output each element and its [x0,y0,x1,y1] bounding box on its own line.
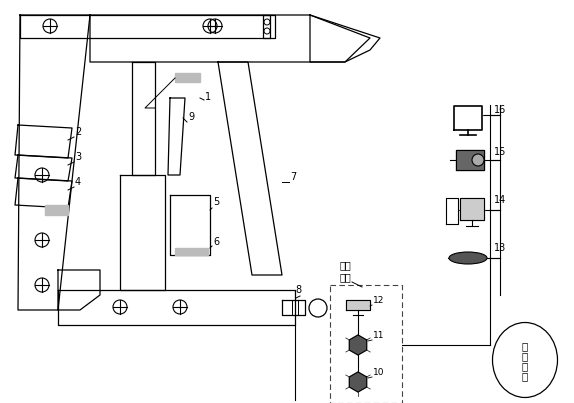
Text: 12: 12 [373,296,385,305]
Polygon shape [218,62,282,275]
Polygon shape [120,175,165,290]
Ellipse shape [449,252,487,264]
Polygon shape [132,62,155,175]
Polygon shape [460,198,484,220]
Polygon shape [15,155,72,181]
Polygon shape [446,198,458,224]
Polygon shape [350,335,367,355]
Text: 14: 14 [494,195,506,205]
Text: 7: 7 [290,172,296,182]
Polygon shape [45,205,68,215]
Text: 2: 2 [75,127,82,137]
Polygon shape [15,178,72,208]
Polygon shape [175,73,200,82]
Text: 3: 3 [75,152,81,162]
Polygon shape [456,150,484,170]
Text: 16: 16 [494,105,506,115]
Text: 工: 工 [522,341,528,351]
Text: 11: 11 [373,331,385,340]
Polygon shape [263,15,270,38]
Text: 6: 6 [213,237,219,247]
Text: 9: 9 [188,112,194,122]
Polygon shape [454,106,482,130]
Polygon shape [15,125,72,158]
Polygon shape [346,300,370,310]
Text: 5: 5 [213,197,219,207]
Text: 业: 业 [522,351,528,361]
Text: 顺槽: 顺槽 [340,272,352,282]
Polygon shape [20,15,275,38]
Text: 1: 1 [205,92,211,102]
Text: 环: 环 [522,361,528,371]
Text: 井下: 井下 [340,260,352,270]
Circle shape [472,154,484,166]
Polygon shape [282,300,305,315]
Ellipse shape [492,322,557,397]
Text: 4: 4 [75,177,81,187]
Text: 10: 10 [373,368,385,377]
Polygon shape [175,248,208,255]
Polygon shape [310,15,380,62]
Polygon shape [170,195,210,255]
Text: 15: 15 [494,147,506,157]
Polygon shape [168,98,185,175]
Text: 网: 网 [522,371,528,381]
Polygon shape [18,15,90,310]
Polygon shape [58,290,295,325]
Text: 13: 13 [494,243,506,253]
Polygon shape [58,270,100,310]
Polygon shape [350,372,367,392]
Polygon shape [90,15,370,62]
Text: 8: 8 [295,285,301,295]
